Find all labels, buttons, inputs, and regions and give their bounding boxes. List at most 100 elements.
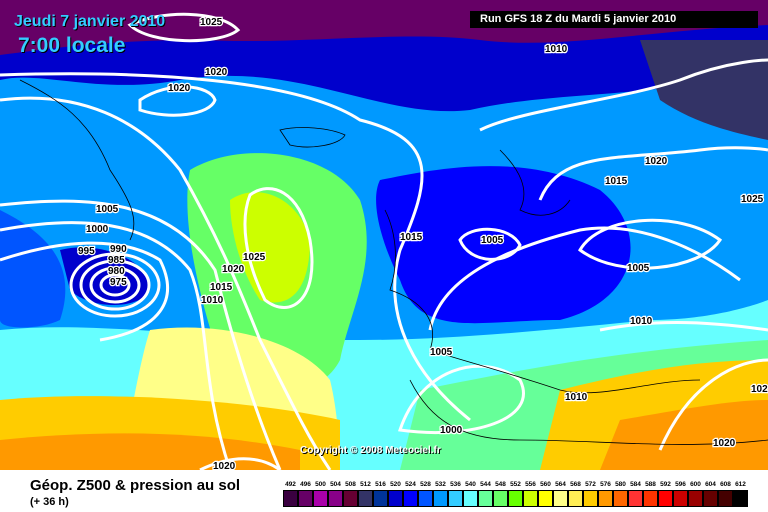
legend-item: 608	[718, 480, 733, 507]
legend-swatch	[598, 490, 613, 507]
legend-swatch	[538, 490, 553, 507]
legend-label: 552	[510, 481, 521, 488]
copyright: Copyright © 2008 Meteociel.fr	[300, 445, 441, 456]
isobar-label: 1020	[168, 83, 191, 94]
legend-label: 548	[495, 481, 506, 488]
legend-item: 576	[598, 480, 613, 507]
legend-label: 512	[360, 481, 371, 488]
legend-item: 520	[388, 480, 403, 507]
map: 1025 1020 1020 1010 1020 1015 1025 1005 …	[0, 0, 768, 470]
isobar-label: 1025	[741, 194, 764, 205]
legend-item: 604	[703, 480, 718, 507]
legend-swatch	[703, 490, 718, 507]
legend-item: 600	[688, 480, 703, 507]
legend-swatch	[463, 490, 478, 507]
legend-item: 536	[448, 480, 463, 507]
isobar-label: 1025	[243, 252, 266, 263]
legend-swatch	[688, 490, 703, 507]
legend-item: 596	[673, 480, 688, 507]
isobar-label: 1010	[565, 392, 588, 403]
legend-item: 568	[568, 480, 583, 507]
legend-label: 612	[735, 481, 746, 488]
isobar-label: 1005	[430, 347, 453, 358]
isobar-label: 1005	[627, 263, 650, 274]
isobar-label: 102	[751, 384, 768, 395]
legend-item: 528	[418, 480, 433, 507]
forecast-date: Jeudi 7 janvier 2010	[14, 13, 166, 30]
legend-item: 556	[523, 480, 538, 507]
legend-swatch	[583, 490, 598, 507]
legend-label: 556	[525, 481, 536, 488]
isobar-label: 1010	[630, 316, 653, 327]
legend-swatch	[643, 490, 658, 507]
legend-label: 500	[315, 481, 326, 488]
legend-label: 580	[615, 481, 626, 488]
legend-label: 496	[300, 481, 311, 488]
legend-swatch	[418, 490, 433, 507]
legend-swatch	[733, 490, 748, 507]
legend-label: 524	[405, 481, 416, 488]
isobar-label: 1020	[205, 67, 228, 78]
footer: Géop. Z500 & pression au sol (+ 36 h) 49…	[0, 470, 768, 512]
legend-swatch	[313, 490, 328, 507]
legend-label: 520	[390, 481, 401, 488]
isobar-label: 1010	[545, 44, 568, 55]
isobar-label: 985	[108, 255, 125, 266]
legend-swatch	[523, 490, 538, 507]
legend-item: 516	[373, 480, 388, 507]
isobar-label: 1025	[200, 17, 223, 28]
legend-label: 516	[375, 481, 386, 488]
isobar-label: 995	[78, 246, 95, 257]
legend-label: 596	[675, 481, 686, 488]
legend-label: 568	[570, 481, 581, 488]
legend-swatch	[718, 490, 733, 507]
legend-item: 508	[343, 480, 358, 507]
legend-item: 512	[358, 480, 373, 507]
legend-label: 584	[630, 481, 641, 488]
legend-swatch	[493, 490, 508, 507]
legend-swatch	[328, 490, 343, 507]
color-scale-legend: 492 496 500 504 508 512 516 520 524 528 532 536 540 5…	[283, 480, 748, 507]
isobar-label: 1005	[96, 204, 119, 215]
legend-item: 544	[478, 480, 493, 507]
legend-item: 548	[493, 480, 508, 507]
legend-swatch	[478, 490, 493, 507]
legend-label: 560	[540, 481, 551, 488]
coastlines	[19, 79, 768, 445]
isobars	[0, 12, 768, 470]
isobar-label: 975	[110, 277, 127, 288]
legend-item: 560	[538, 480, 553, 507]
legend-swatch	[373, 490, 388, 507]
legend-label: 540	[465, 481, 476, 488]
legend-item: 584	[628, 480, 643, 507]
legend-label: 528	[420, 481, 431, 488]
legend-label: 600	[690, 481, 701, 488]
legend-swatch	[448, 490, 463, 507]
legend-label: 608	[720, 481, 731, 488]
isobar-label: 1020	[213, 461, 236, 470]
legend-label: 508	[345, 481, 356, 488]
legend-swatch	[613, 490, 628, 507]
legend-item: 592	[658, 480, 673, 507]
forecast-time: 7:00 locale	[18, 34, 126, 57]
isobar-labels: 1025 1020 1020 1010 1020 1015 1025 1005 …	[77, 16, 768, 470]
legend-item: 500	[313, 480, 328, 507]
legend-swatch	[358, 490, 373, 507]
legend-swatch	[673, 490, 688, 507]
legend-label: 592	[660, 481, 671, 488]
legend-label: 532	[435, 481, 446, 488]
legend-swatch	[553, 490, 568, 507]
isobar-label: 1000	[86, 224, 109, 235]
legend-item: 496	[298, 480, 313, 507]
legend-item: 540	[463, 480, 478, 507]
legend-item: 532	[433, 480, 448, 507]
legend-swatch	[283, 490, 298, 507]
isobar-label: 1015	[210, 282, 233, 293]
legend-label: 492	[285, 481, 296, 488]
run-info: Run GFS 18 Z du Mardi 5 janvier 2010	[470, 11, 758, 28]
forecast-offset: (+ 36 h)	[30, 496, 69, 508]
isobar-label: 1015	[400, 232, 423, 243]
legend-swatch	[658, 490, 673, 507]
legend-swatch	[508, 490, 523, 507]
